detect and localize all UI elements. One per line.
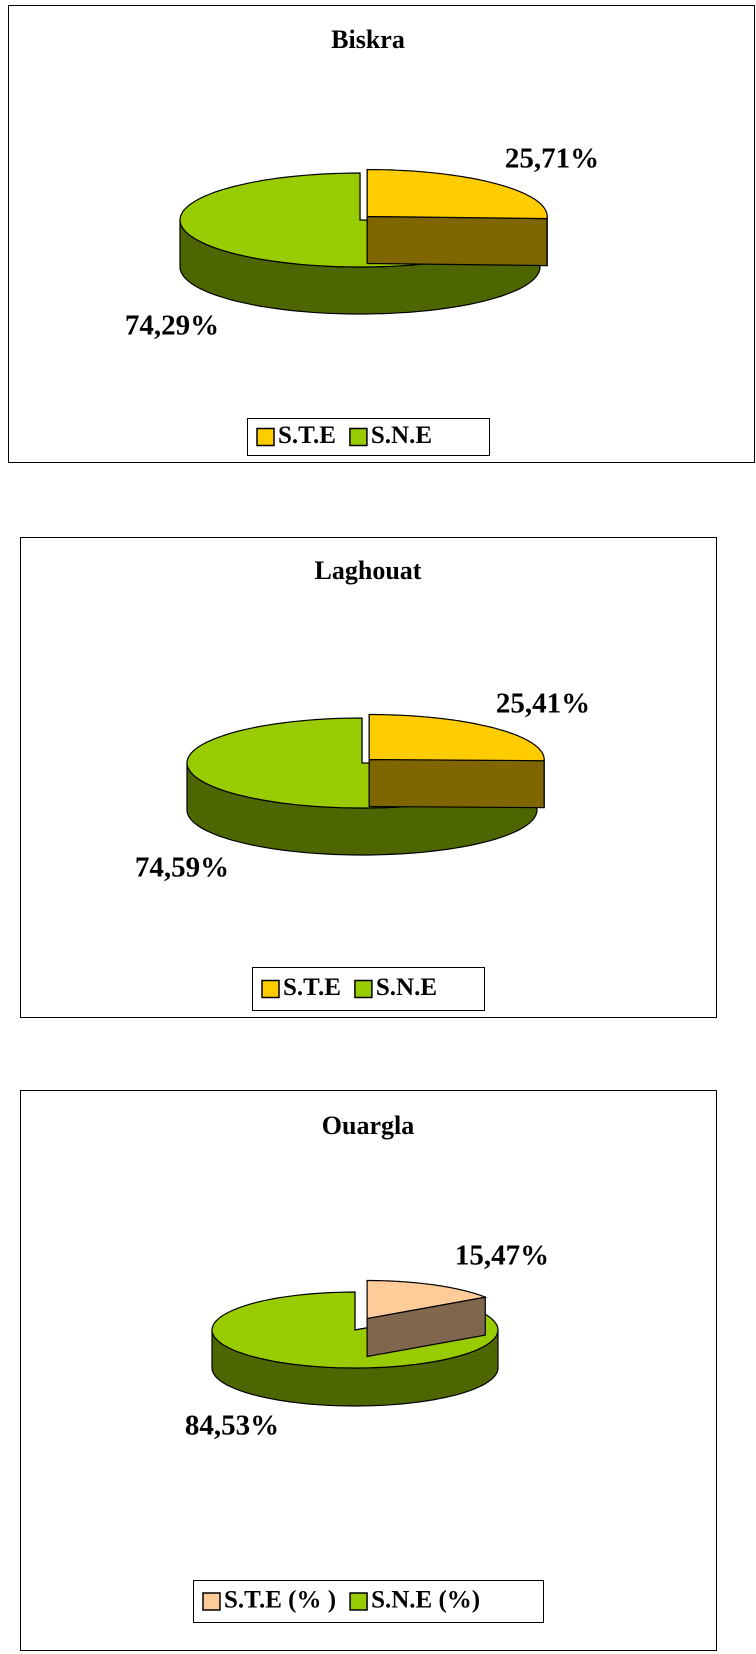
legend-label: S.T.E (% ) <box>224 1587 336 1614</box>
data-label: 74,29% <box>125 310 219 342</box>
legend-swatch <box>349 1592 368 1611</box>
legend-box <box>193 1580 544 1623</box>
pie-slice <box>366 168 548 220</box>
legend-swatch <box>256 427 275 447</box>
chart-title: Laghouat <box>315 556 422 585</box>
legend-swatch <box>202 1592 221 1611</box>
data-label: 25,71% <box>505 143 599 175</box>
pie-slice <box>366 1279 488 1320</box>
legend-swatch <box>349 427 368 447</box>
legend-label: S.N.E <box>371 422 432 449</box>
data-label: 84,53% <box>185 1410 279 1442</box>
chart-title: Biskra <box>331 25 405 54</box>
data-label: 74,59% <box>135 852 229 884</box>
data-label: 25,41% <box>496 688 590 720</box>
pie-slice <box>368 713 545 762</box>
legend-box <box>247 418 490 456</box>
pie-side <box>366 215 548 267</box>
pie-slice <box>211 1291 499 1369</box>
chart-title: Ouargla <box>322 1111 414 1140</box>
legend-swatch <box>261 979 280 999</box>
legend-label: S.T.E <box>278 422 336 449</box>
legend-label: S.N.E <box>376 974 437 1001</box>
legend-label: S.N.E (%) <box>371 1587 480 1614</box>
data-label: 15,47% <box>455 1240 549 1272</box>
pie-side <box>368 758 545 809</box>
legend-label: S.T.E <box>283 974 341 1001</box>
legend-swatch <box>354 979 373 999</box>
